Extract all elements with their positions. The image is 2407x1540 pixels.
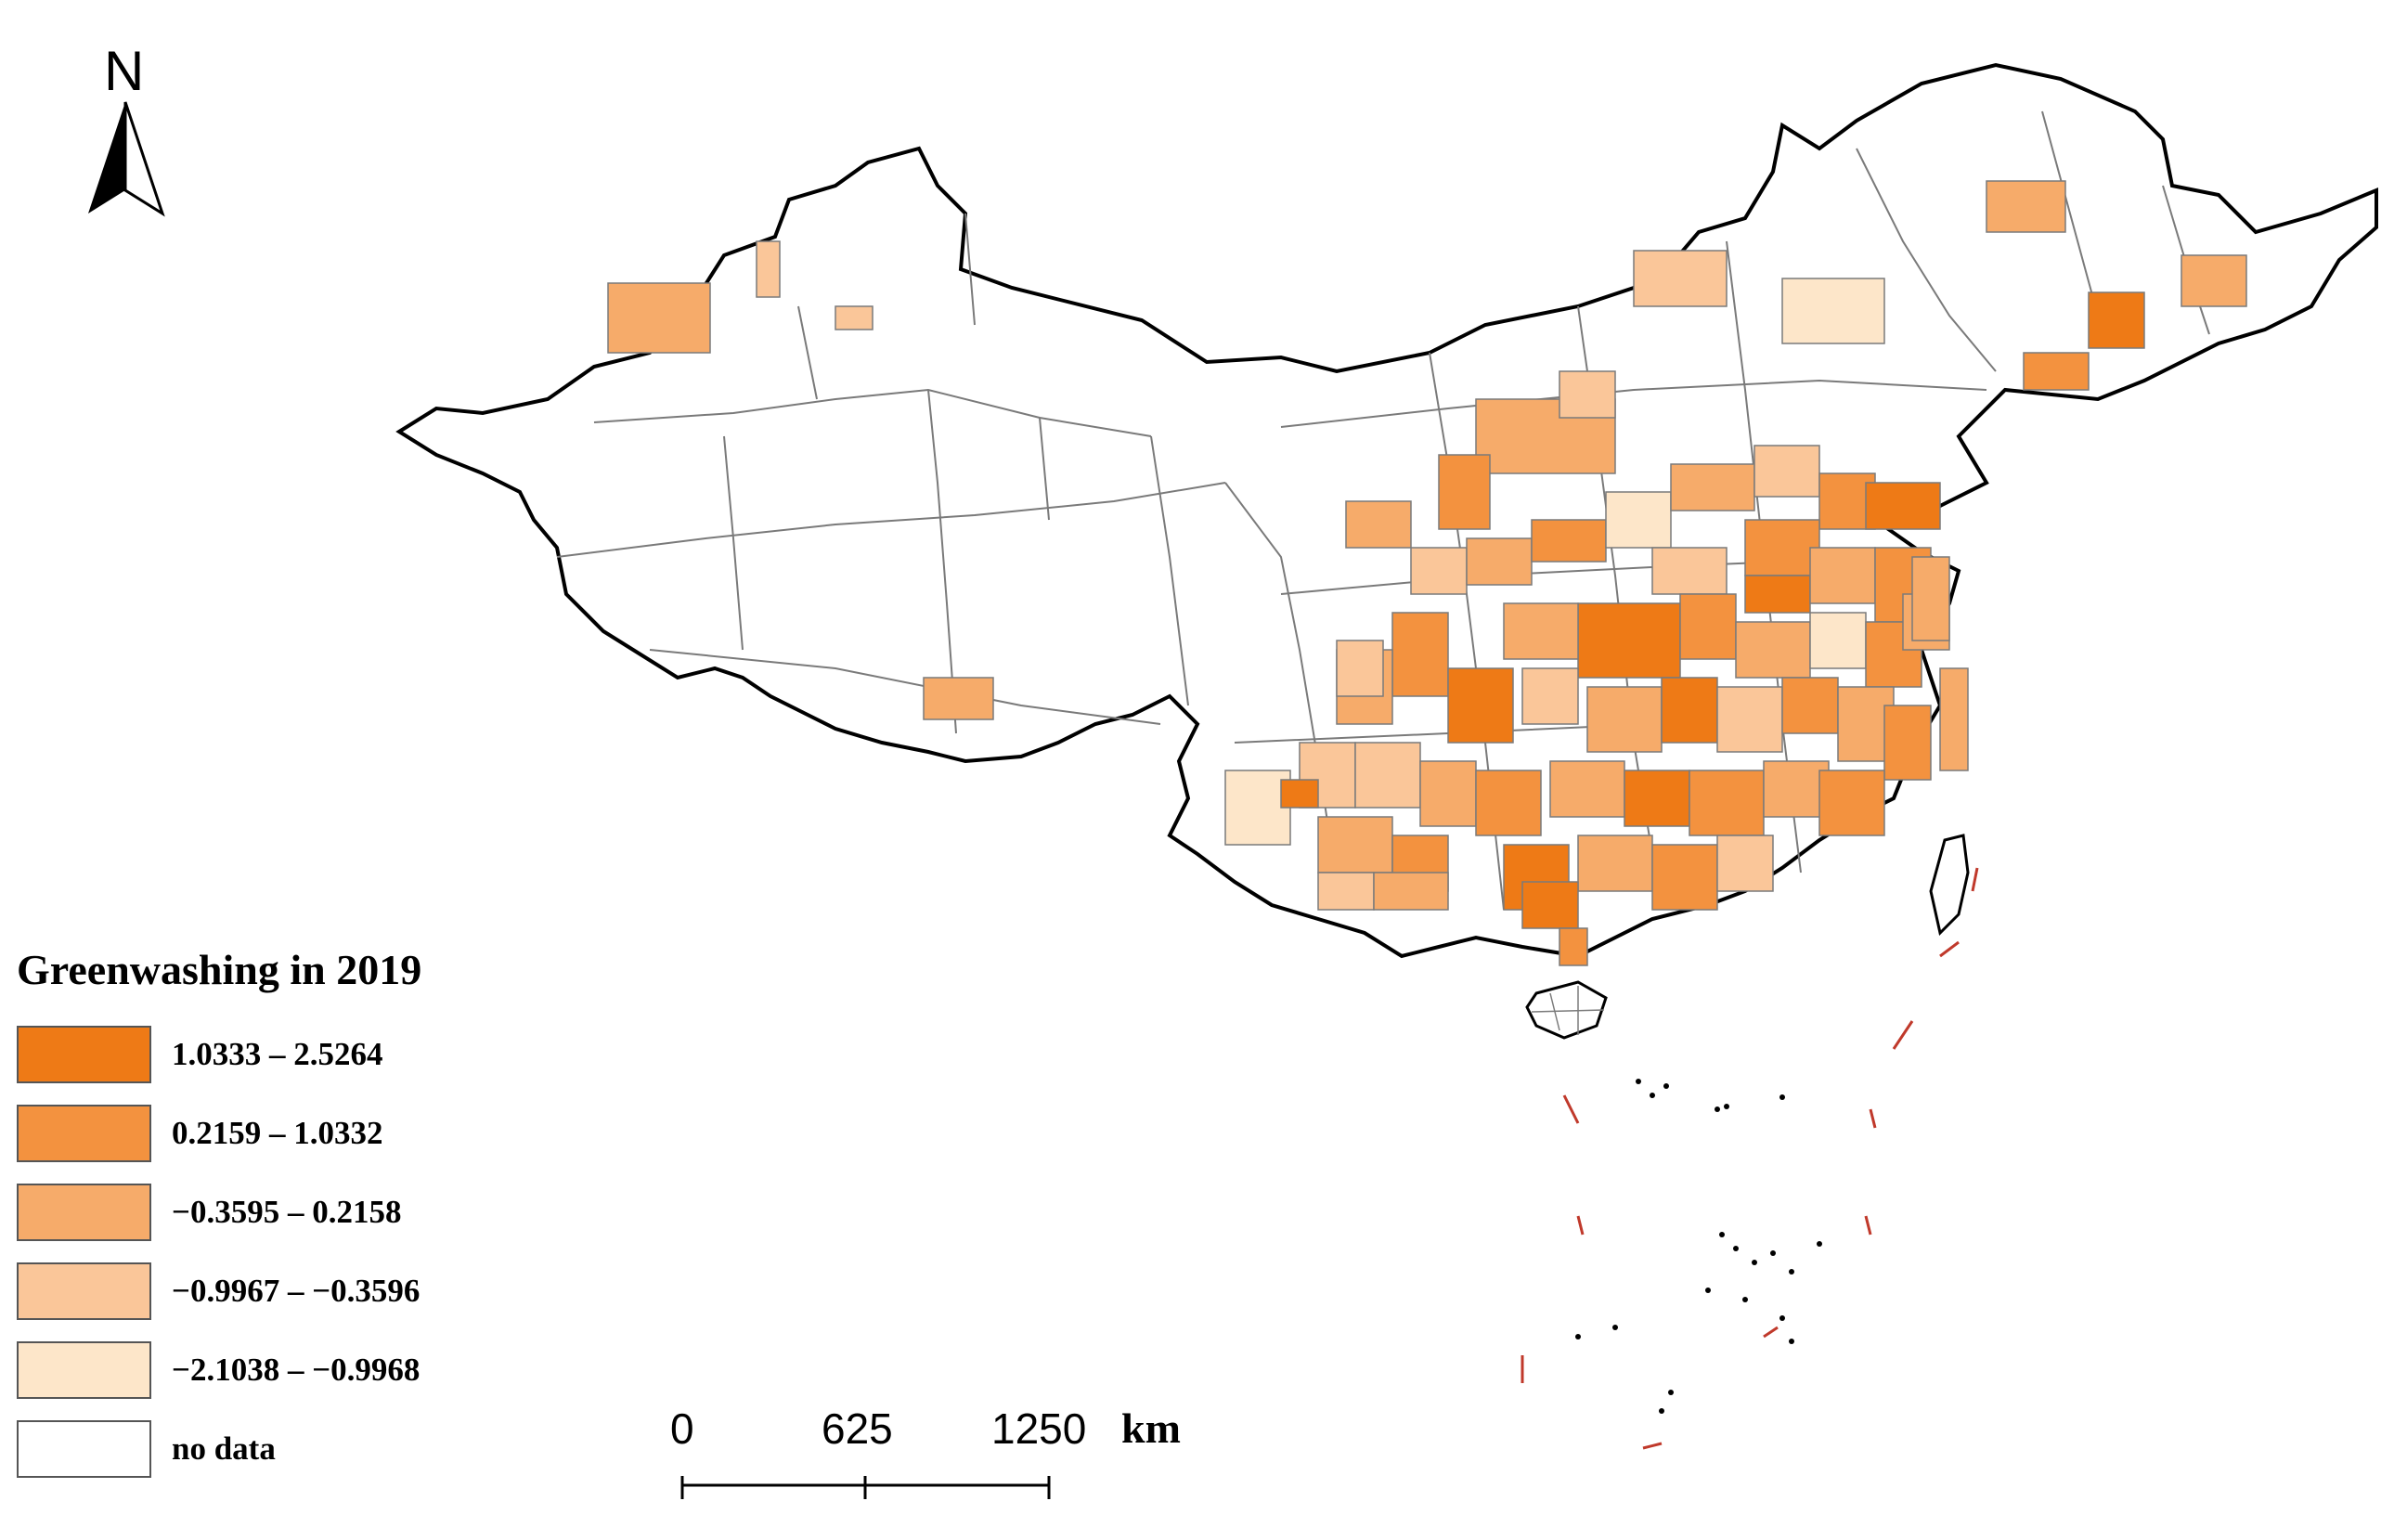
region-patch bbox=[1865, 482, 1941, 530]
legend: Greenwashing in 2019 1.0333 – 2.5264 0.21… bbox=[17, 945, 421, 1488]
region-patch bbox=[1559, 370, 1616, 419]
region-patch bbox=[1336, 640, 1384, 697]
region-patch bbox=[1735, 621, 1811, 679]
legend-label: no data bbox=[172, 1430, 276, 1467]
nine-dash-line bbox=[1521, 867, 1979, 1450]
region-patch bbox=[756, 240, 781, 298]
region-patch bbox=[2088, 291, 2145, 349]
region-patch bbox=[1345, 500, 1412, 549]
region-patch bbox=[1781, 278, 1885, 344]
legend-label: 1.0333 – 2.5264 bbox=[172, 1035, 383, 1072]
region-patch bbox=[1521, 667, 1579, 725]
legend-item: no data bbox=[17, 1409, 421, 1488]
region-patch bbox=[1986, 180, 2066, 233]
region-patch bbox=[1605, 491, 1672, 549]
region-patch bbox=[835, 305, 874, 330]
scale-tick-label: 625 bbox=[822, 1404, 893, 1453]
prefecture-patches bbox=[607, 180, 2247, 966]
legend-swatch bbox=[17, 1025, 151, 1083]
scale-tick-label: 0 bbox=[670, 1404, 694, 1453]
taiwan-island bbox=[1929, 834, 1970, 936]
legend-swatch bbox=[17, 1183, 151, 1241]
region-patch bbox=[1781, 677, 1839, 734]
north-label: N bbox=[104, 40, 145, 102]
region-patch bbox=[1224, 770, 1291, 846]
region-patch bbox=[1466, 537, 1533, 586]
legend-label: −2.1038 – −0.9968 bbox=[172, 1351, 421, 1388]
north-arrow-icon bbox=[88, 101, 165, 217]
legend-swatch bbox=[17, 1104, 151, 1162]
region-patch bbox=[1391, 612, 1449, 697]
hainan-island bbox=[1525, 980, 1608, 1040]
region-patch bbox=[1670, 463, 1755, 511]
legend-item: 1.0333 – 2.5264 bbox=[17, 1015, 421, 1094]
region-patch bbox=[1753, 445, 1820, 498]
region-patch bbox=[1679, 593, 1737, 660]
region-patch bbox=[1317, 816, 1393, 874]
region-patch bbox=[1559, 927, 1588, 966]
hainan-boundaries bbox=[1531, 986, 1605, 1035]
region-patch bbox=[1633, 250, 1728, 307]
legend-swatch bbox=[17, 1419, 151, 1478]
region-patch bbox=[1317, 872, 1375, 911]
region-patch bbox=[1419, 760, 1477, 827]
region-patch bbox=[1354, 742, 1421, 809]
region-patch bbox=[1716, 686, 1783, 753]
region-patch bbox=[1716, 835, 1774, 892]
region-patch bbox=[1689, 770, 1765, 836]
legend-item: −0.3595 – 0.2158 bbox=[17, 1172, 421, 1251]
region-patch bbox=[1911, 556, 1950, 641]
legend-swatch bbox=[17, 1262, 151, 1320]
region-patch bbox=[1763, 760, 1830, 818]
region-patch bbox=[1939, 667, 1969, 771]
region-patch bbox=[1447, 667, 1514, 744]
scale-tick-label: 1250 bbox=[991, 1404, 1087, 1453]
scale-unit: km bbox=[1121, 1404, 1181, 1452]
region-patch bbox=[1531, 519, 1607, 563]
region-patch bbox=[923, 677, 994, 720]
legend-label: 0.2159 – 1.0332 bbox=[172, 1114, 383, 1151]
legend-title: Greenwashing in 2019 bbox=[17, 946, 422, 993]
region-patch bbox=[1549, 760, 1625, 818]
region-patch bbox=[1521, 881, 1579, 929]
region-patch bbox=[1883, 705, 1932, 781]
region-patch bbox=[1410, 547, 1468, 595]
region-patch bbox=[607, 282, 711, 354]
region-patch bbox=[1586, 686, 1663, 753]
region-patch bbox=[1809, 612, 1867, 669]
region-patch bbox=[1475, 770, 1542, 836]
region-patch bbox=[1373, 872, 1449, 911]
region-patch bbox=[1744, 575, 1811, 614]
region-patch bbox=[1280, 779, 1319, 809]
region-patch bbox=[1577, 602, 1681, 679]
region-patch bbox=[1809, 547, 1876, 604]
region-patch bbox=[2023, 352, 2090, 391]
legend-label: −0.9967 – −0.3596 bbox=[172, 1272, 421, 1309]
region-patch bbox=[1661, 677, 1718, 744]
region-patch bbox=[1624, 770, 1690, 827]
region-patch bbox=[2181, 254, 2247, 307]
region-patch bbox=[1438, 454, 1491, 530]
scale-bar bbox=[680, 1476, 1051, 1499]
region-patch bbox=[1651, 844, 1718, 911]
legend-item: −0.9967 – −0.3596 bbox=[17, 1251, 421, 1330]
legend-item: 0.2159 – 1.0332 bbox=[17, 1094, 421, 1172]
legend-swatch bbox=[17, 1340, 151, 1399]
region-patch bbox=[1577, 835, 1653, 892]
region-patch bbox=[1818, 770, 1885, 836]
legend-label: −0.3595 – 0.2158 bbox=[172, 1193, 402, 1230]
sea-islands bbox=[1575, 1079, 1822, 1414]
region-patch bbox=[1744, 519, 1820, 576]
region-patch bbox=[1503, 602, 1579, 660]
legend-item: −2.1038 – −0.9968 bbox=[17, 1330, 421, 1409]
region-patch bbox=[1651, 547, 1728, 595]
